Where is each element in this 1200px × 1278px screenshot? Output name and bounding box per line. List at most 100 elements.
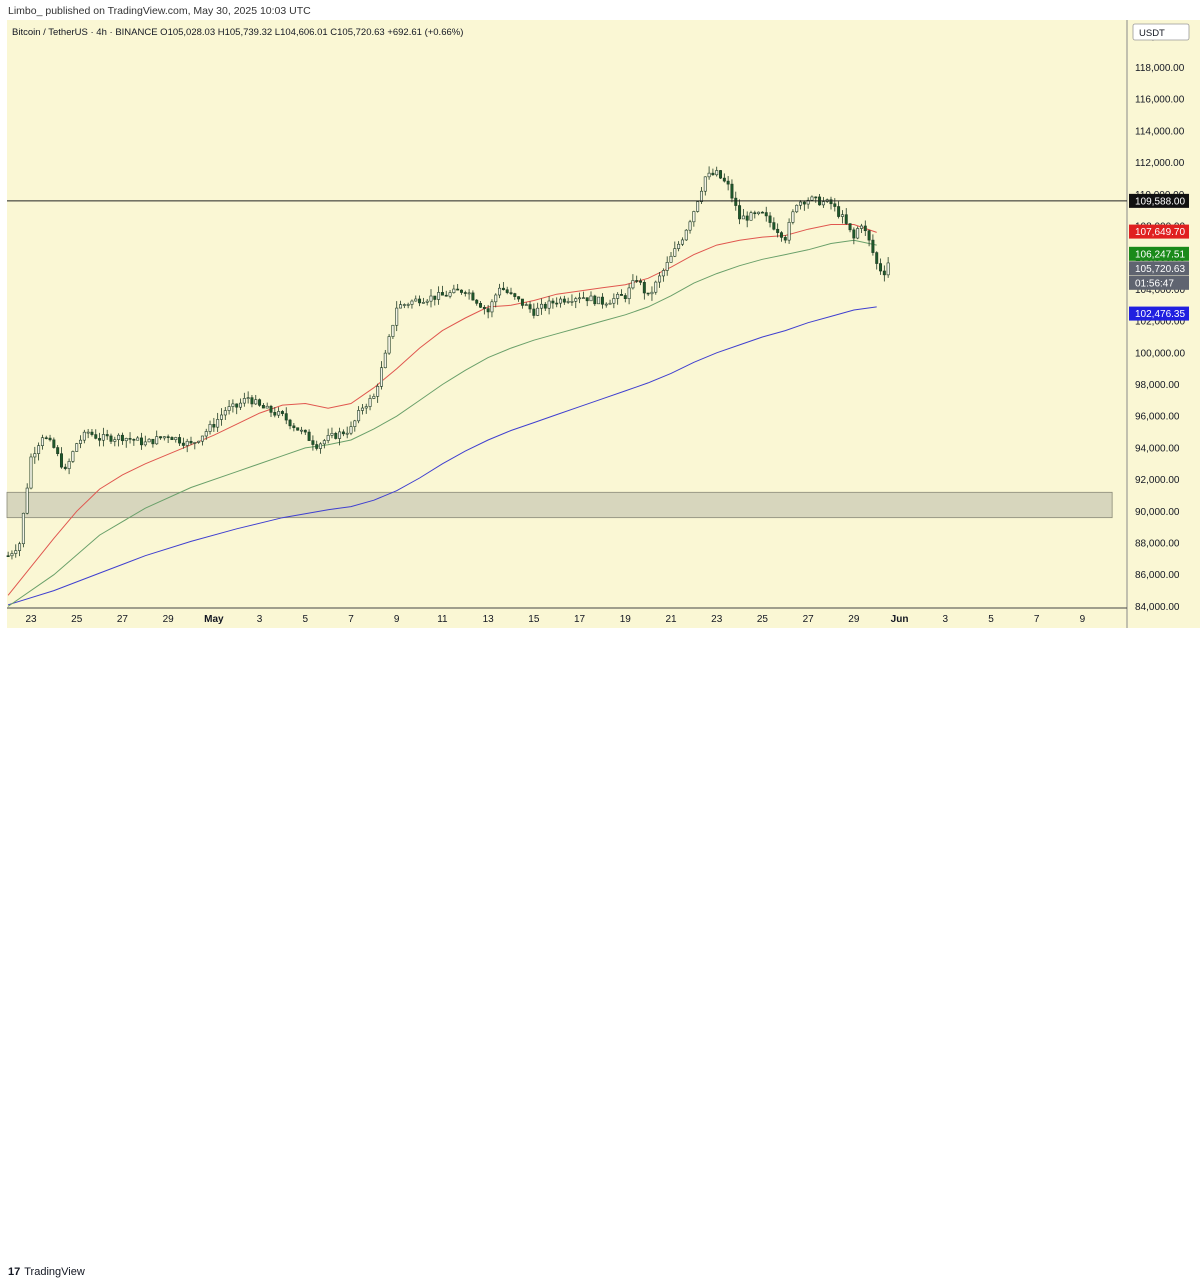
candle-down	[528, 304, 532, 310]
candle-up	[425, 300, 429, 303]
candle-up	[216, 419, 220, 428]
candle-down	[852, 229, 856, 239]
candle-down	[189, 440, 193, 444]
price-labels: 109,588.00 107,649.70 106,247.51 105,720.63…	[1129, 193, 1189, 321]
candle-up	[741, 215, 745, 220]
candle-down	[509, 292, 513, 294]
candle-down	[719, 170, 723, 179]
candle-down	[867, 230, 871, 241]
candle-down	[56, 447, 60, 454]
candle-up	[231, 403, 235, 407]
candle-up	[799, 201, 803, 206]
currency-box[interactable]	[1132, 23, 1190, 41]
candle-up	[661, 270, 665, 277]
chart-legend: Bitcoin / TetherUS · 4h · BINANCE O105,0…	[12, 27, 463, 38]
candle-up	[658, 275, 662, 283]
candle-down	[315, 444, 319, 449]
candle-up	[82, 431, 86, 441]
time-tick-label: 27	[803, 614, 815, 625]
price-tick-label: 90,000.00	[1135, 507, 1180, 518]
candle-down	[433, 295, 437, 300]
candle-down	[463, 292, 467, 294]
candle-up	[265, 405, 269, 409]
tradingview-logo-icon: 17	[8, 1266, 21, 1278]
candle-up	[204, 431, 208, 437]
candle-down	[98, 438, 102, 441]
candle-down	[250, 397, 254, 405]
candle-up	[589, 295, 593, 302]
candle-up	[627, 287, 631, 300]
candle-up	[364, 406, 368, 409]
price-label-text: 109,588.00	[1135, 196, 1185, 207]
price-tick-label: 98,000.00	[1135, 380, 1180, 391]
candle-up	[677, 243, 681, 249]
candle-down	[776, 228, 780, 233]
price-label-text: 105,720.63	[1135, 264, 1185, 275]
time-tick-label: May	[204, 614, 224, 625]
price-label-box	[1129, 193, 1189, 208]
time-tick-label: 17	[574, 614, 586, 625]
candle-down	[734, 197, 738, 206]
candle-down	[501, 287, 505, 291]
candle-up	[707, 172, 711, 178]
candle-up	[299, 429, 303, 432]
candle-up	[71, 451, 75, 462]
support-zone-rect	[6, 491, 1113, 519]
time-tick-label: Jun	[891, 614, 909, 625]
time-tick-label: 3	[257, 614, 263, 625]
candle-up	[566, 301, 570, 303]
candle-up	[421, 302, 425, 304]
time-tick-label: 7	[1034, 614, 1040, 625]
candle-down	[772, 222, 776, 230]
candle-up	[208, 424, 212, 432]
candle-down	[120, 434, 124, 442]
price-tick-label: 102,000.00	[1135, 317, 1185, 328]
price-chart[interactable]: 84,000.00 86,000.00 88,000.00 90,000.00 92,0…	[0, 0, 1200, 655]
candle-down	[711, 172, 715, 176]
candle-down	[646, 292, 650, 295]
candle-down	[44, 437, 48, 440]
candle-down	[513, 293, 517, 297]
price-tick-label: 104,000.00	[1135, 285, 1185, 296]
candle-down	[166, 436, 170, 438]
candle-down	[619, 294, 623, 296]
tradingview-logo[interactable]: 17 TradingView	[8, 1266, 85, 1278]
candle-up	[376, 386, 380, 397]
candle-down	[779, 232, 783, 238]
candle-up	[10, 553, 14, 557]
price-label-text: 106,247.51	[1135, 249, 1185, 260]
candle-up	[33, 453, 37, 458]
price-tick-label: 88,000.00	[1135, 539, 1180, 550]
ema-red-line	[7, 224, 877, 596]
candle-up	[703, 176, 707, 192]
candle-up	[437, 292, 441, 300]
price-label-box	[1129, 275, 1189, 290]
candle-up	[223, 410, 227, 416]
candle-up	[322, 440, 326, 445]
candle-up	[539, 303, 543, 309]
price-label-text: 102,476.35	[1135, 309, 1185, 320]
candle-up	[360, 407, 364, 411]
time-axis[interactable]: 23 25 27 29 May 3 5 7 9 11 13 15 17 19 21 23 25 27 29 Jun 3 5…	[25, 614, 1085, 625]
price-label-box	[1129, 306, 1189, 321]
candle-down	[730, 183, 734, 199]
candle-up	[357, 410, 361, 422]
candle-down	[555, 302, 559, 305]
candle-up	[25, 487, 29, 514]
candle-up	[227, 406, 231, 411]
candle-up	[18, 543, 22, 551]
candle-up	[886, 262, 890, 276]
candle-down	[292, 425, 296, 429]
time-tick-label: 7	[348, 614, 354, 625]
moving-averages-layer	[7, 224, 877, 607]
candle-up	[570, 300, 574, 303]
candle-up	[669, 255, 673, 263]
candle-up	[559, 298, 563, 304]
candle-down	[258, 399, 262, 406]
candle-down	[764, 212, 768, 217]
candle-up	[757, 211, 761, 215]
candle-down	[181, 442, 185, 446]
candle-up	[490, 301, 494, 313]
candle-down	[833, 203, 837, 207]
candle-down	[105, 434, 109, 437]
